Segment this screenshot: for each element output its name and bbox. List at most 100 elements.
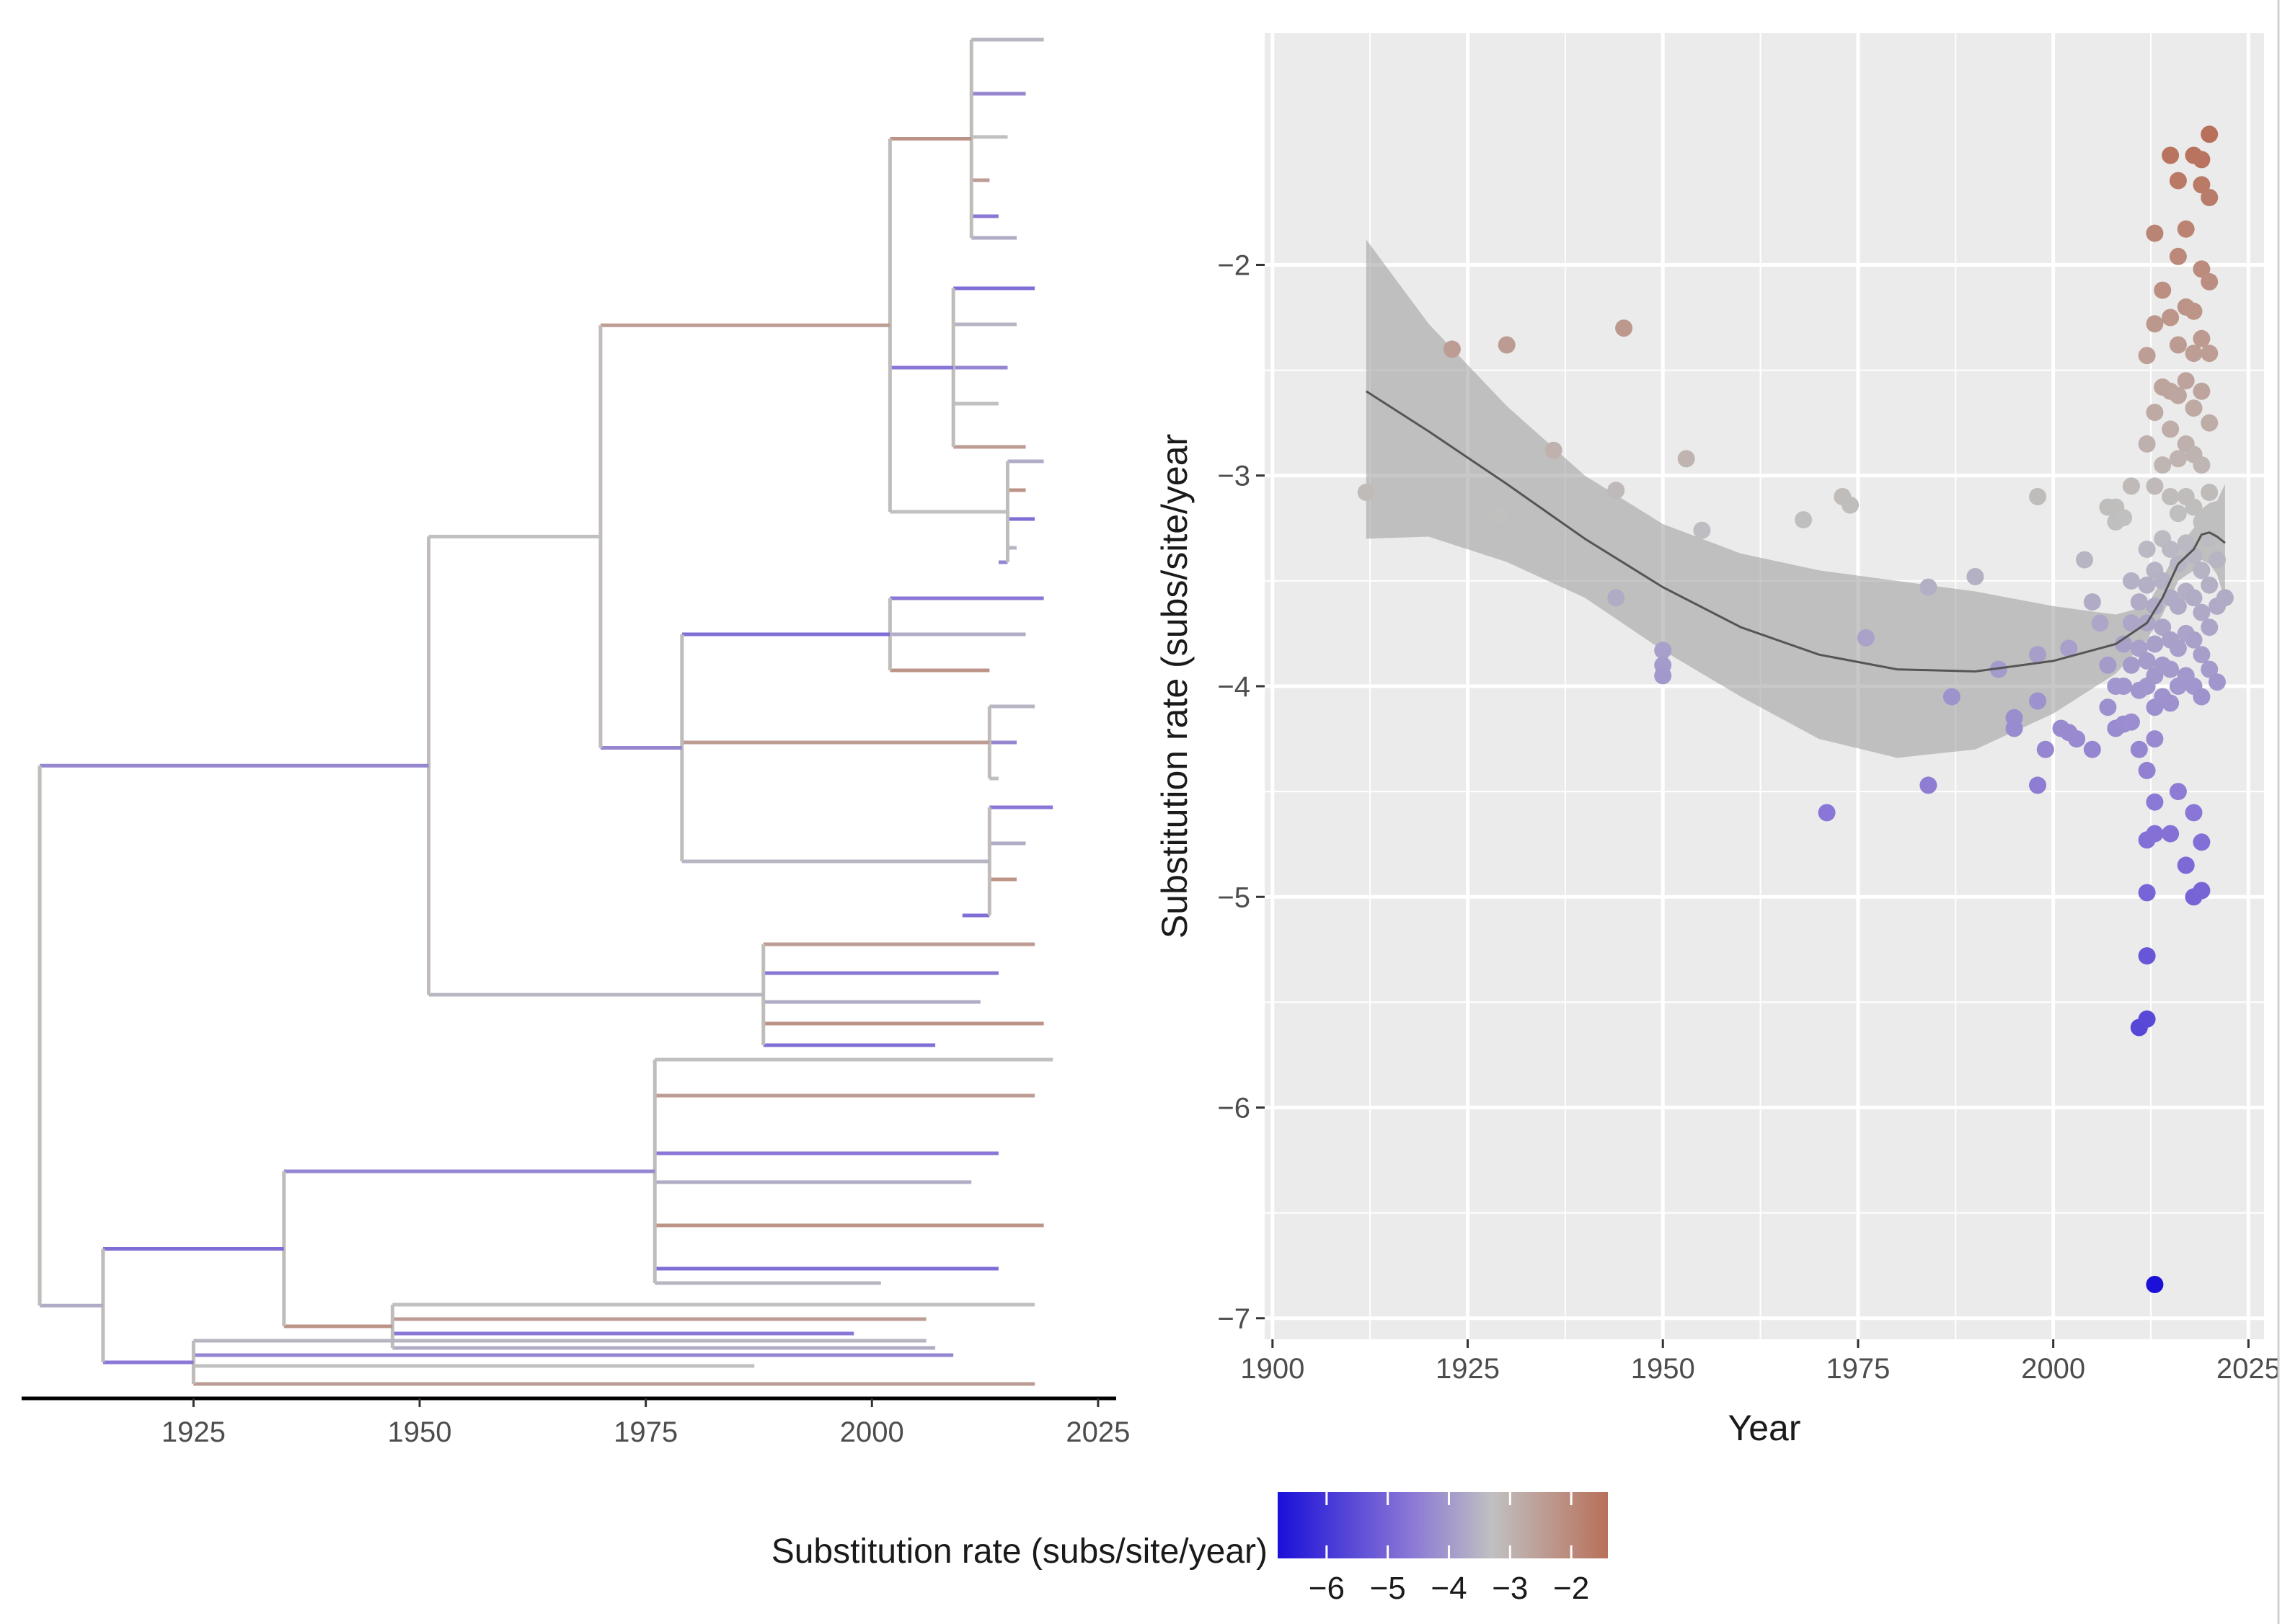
data-point	[2146, 793, 2164, 811]
data-point	[2138, 541, 2156, 558]
data-point	[2177, 534, 2195, 552]
tree-x-tick-label: 1925	[162, 1416, 226, 1448]
data-point	[2193, 456, 2211, 474]
data-point	[2083, 740, 2101, 758]
data-point	[2177, 856, 2195, 874]
x-tick-label: 1900	[1240, 1353, 1304, 1385]
data-point	[2029, 488, 2046, 505]
scatter-axes: 1900 1925 1950 1975 2000 2025 −7 −6 −5 −4 −3 −2	[1217, 249, 2280, 1385]
data-point	[2162, 488, 2180, 505]
legend-tick-label: −2	[1553, 1571, 1589, 1606]
data-point	[2201, 125, 2219, 143]
data-point	[2068, 730, 2086, 748]
data-point	[2185, 589, 2203, 607]
data-point	[2146, 477, 2164, 495]
data-point	[2185, 498, 2203, 516]
data-point	[1857, 629, 1875, 647]
data-point	[2162, 660, 2180, 678]
legend-tick-label: −4	[1431, 1571, 1467, 1606]
data-point	[2185, 631, 2203, 649]
data-point	[2122, 713, 2140, 731]
data-point	[2193, 688, 2211, 706]
data-point	[2138, 947, 2156, 965]
data-point	[2122, 614, 2140, 632]
data-point	[2193, 562, 2211, 580]
data-point	[2201, 660, 2219, 678]
data-point	[1795, 511, 1813, 529]
x-tick-label: 2000	[2021, 1353, 2085, 1385]
data-point	[2193, 176, 2211, 194]
data-point	[2146, 1276, 2164, 1293]
legend-title: Substitution rate (subs/site/year)	[772, 1532, 1268, 1571]
data-point	[1919, 776, 1937, 794]
data-point	[2162, 825, 2180, 843]
data-point	[2138, 347, 2156, 365]
legend-ticks: −6 −5 −4 −3 −2	[1309, 1492, 1589, 1606]
data-point	[1357, 484, 1375, 502]
y-tick-label: −3	[1217, 461, 1250, 492]
data-point	[2193, 329, 2211, 347]
data-point	[2122, 656, 2140, 674]
x-tick-label: 1925	[1436, 1353, 1500, 1385]
legend-colorbar	[1278, 1492, 1608, 1558]
data-point	[1919, 578, 1937, 596]
tree-x-tick-label: 1975	[614, 1416, 678, 1448]
data-point	[2146, 315, 2164, 333]
color-legend: Substitution rate (subs/site/year) −6 −5−…	[772, 1492, 1608, 1606]
x-tick-label: 1950	[1631, 1353, 1695, 1385]
data-point	[2185, 546, 2203, 564]
data-points	[1357, 125, 2234, 1293]
data-point	[2146, 404, 2164, 422]
data-point	[1842, 496, 1860, 514]
y-tick-label: −5	[1217, 882, 1250, 913]
data-point	[2193, 151, 2211, 169]
data-point	[2154, 456, 2172, 474]
data-point	[1490, 507, 1508, 525]
data-point	[2193, 646, 2211, 664]
data-point	[2130, 639, 2148, 657]
data-point	[1513, 513, 1531, 531]
legend-tick-label: −6	[1309, 1571, 1345, 1606]
y-axis-title: Substitution rate (subs/site/year	[1154, 434, 1195, 939]
data-point	[2138, 884, 2156, 902]
data-point	[2115, 509, 2133, 527]
data-point	[2201, 576, 2219, 594]
tree-branches	[37, 37, 1053, 1386]
data-point	[2162, 420, 2180, 438]
data-point	[2193, 833, 2211, 851]
tree-x-tick-label: 2025	[1066, 1416, 1130, 1448]
data-point	[2099, 698, 2117, 716]
data-point	[2138, 652, 2156, 670]
y-tick-label: −6	[1217, 1093, 1250, 1124]
data-point	[2169, 639, 2187, 657]
data-point	[2185, 302, 2203, 320]
data-point	[2115, 678, 2133, 695]
data-point	[2193, 882, 2211, 900]
data-point	[2177, 220, 2195, 238]
data-point	[2185, 345, 2203, 363]
data-point	[2154, 572, 2172, 590]
data-point	[2130, 593, 2148, 611]
data-point	[2185, 399, 2203, 417]
data-point	[2138, 1010, 2156, 1028]
data-point	[2076, 551, 2093, 569]
tree-x-axis-ticks: 1925 1950 1975 2000 2025	[162, 1398, 1130, 1448]
data-point	[1607, 589, 1625, 607]
tree-x-tick-label: 2000	[840, 1416, 904, 1448]
data-point	[2029, 646, 2046, 664]
data-point	[1654, 642, 1672, 660]
data-point	[2169, 597, 2187, 615]
tree-x-tick-label: 1950	[388, 1416, 452, 1448]
data-point	[2122, 572, 2140, 590]
data-point	[2060, 639, 2078, 657]
y-tick-label: −4	[1217, 671, 1250, 703]
data-point	[2201, 272, 2219, 290]
smooth-trend-line	[1365, 390, 2226, 673]
x-axis-title: Year	[1728, 1408, 1800, 1448]
data-point	[2169, 247, 2187, 265]
data-point	[2201, 484, 2219, 502]
data-point	[2138, 761, 2156, 779]
confidence-band	[1366, 239, 2225, 758]
data-point	[2146, 224, 2164, 242]
